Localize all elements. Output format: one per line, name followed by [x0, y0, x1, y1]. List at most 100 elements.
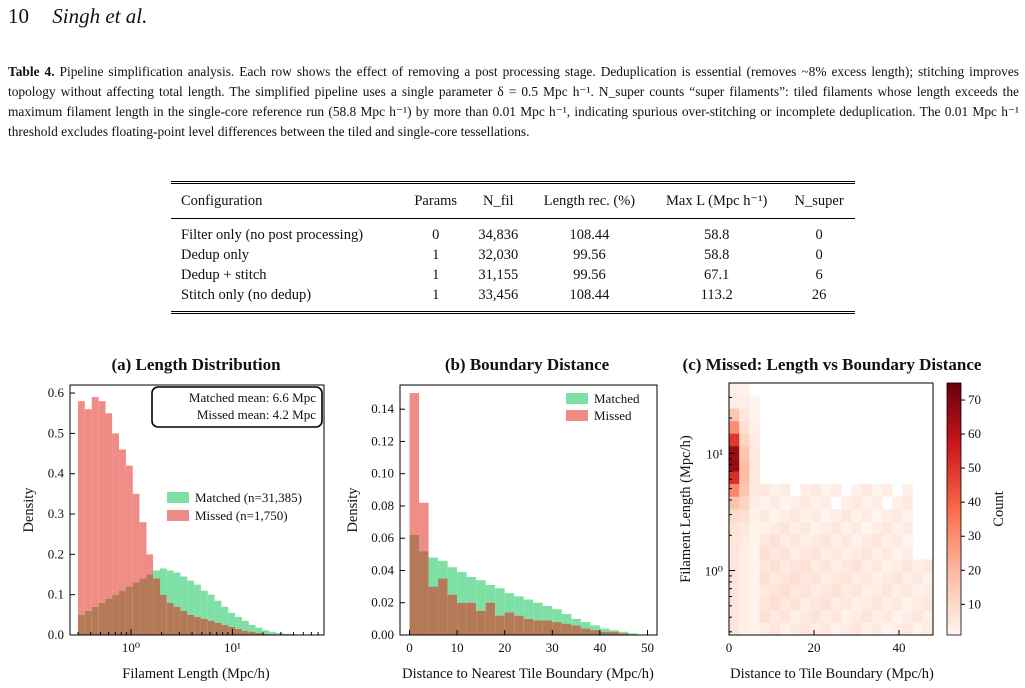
cell: 67.1 [703, 266, 730, 283]
heatmap-cell [810, 559, 822, 573]
heatmap-cell [902, 572, 913, 585]
histogram-bar-overlap [466, 602, 477, 635]
cell: 1 [432, 266, 440, 283]
heatmap-cell [790, 609, 801, 623]
heatmap-cell [780, 509, 791, 522]
heatmap-cell [780, 622, 791, 636]
heatmap-cell [739, 433, 750, 447]
mean-annotation-box [151, 386, 323, 428]
heatmap-cell [769, 483, 781, 497]
heatmap-cell [739, 534, 750, 548]
x-tick-label: 50 [641, 640, 654, 655]
histogram-bar [438, 560, 448, 579]
cell: 108.44 [569, 286, 610, 303]
histogram-bar-overlap [214, 622, 222, 635]
histogram-bar [514, 596, 524, 616]
heatmap-cell [882, 483, 893, 497]
heatmap-cell [912, 584, 924, 598]
histogram-bar [139, 522, 147, 579]
histogram-bar-overlap [409, 535, 420, 635]
heatmap-cell [729, 458, 740, 472]
heatmap-cell [749, 458, 760, 472]
heatmap-cell [800, 584, 811, 598]
y-tick-label: 0.00 [371, 627, 394, 642]
heatmap-cell [841, 609, 852, 623]
heatmap-cell [841, 572, 852, 585]
histogram-bar-overlap [542, 620, 553, 635]
heatmap-cell [871, 496, 883, 510]
heatmap-cell [810, 483, 822, 497]
heatmap-cell [729, 383, 740, 396]
histogram-bar [457, 572, 467, 603]
heatmap-cell [739, 458, 750, 472]
heatmap-cell [831, 509, 842, 522]
heatmap-cell [861, 496, 873, 510]
heatmap-cell [861, 609, 873, 623]
heatmap-cell [922, 559, 934, 573]
heatmap-cell [759, 546, 771, 560]
histogram-bar-overlap [571, 625, 581, 635]
y-tick-label: 0.10 [371, 466, 394, 481]
histogram-bar-overlap [552, 622, 562, 635]
heatmap-cell [902, 483, 913, 497]
col-nfil: N_fil [467, 182, 529, 219]
heatmap-cell [912, 622, 924, 636]
heatmap-cell [841, 509, 852, 522]
heatmap-cell [729, 584, 740, 598]
heatmap-cell [831, 609, 842, 623]
heatmap-cell [810, 534, 822, 548]
heatmap-cell [912, 572, 924, 585]
heatmap-cell [759, 521, 771, 535]
heatmap-cell [831, 534, 842, 548]
histogram-bar [235, 616, 242, 629]
panel-c: (c) Missed: Length vs Boundary Distance … [678, 355, 1007, 682]
panel-a: (a) Length Distribution 0.00.10.20.30.40… [21, 355, 325, 682]
cell: 58.8 [703, 246, 730, 263]
cell: Filter only (no post processing) [181, 226, 364, 243]
legend-swatch-matched-b [566, 393, 588, 404]
heatmap-cell [729, 622, 740, 636]
heatmap-cell [892, 521, 903, 535]
heatmap-cell [739, 521, 750, 535]
heatmap-cell [780, 572, 791, 585]
histogram-bar-overlap [485, 602, 496, 635]
cell: 1 [432, 246, 440, 263]
colorbar [946, 382, 962, 636]
heatmap-cell [729, 521, 740, 535]
heatmap-cell [729, 446, 740, 459]
panel-b-xlabel: Distance to Nearest Tile Boundary (Mpc/h… [402, 666, 654, 682]
heatmap-cell [749, 546, 760, 560]
legend-missed-b: Missed [594, 408, 632, 423]
heatmap-cell [749, 622, 760, 636]
histogram-bar-overlap [173, 606, 181, 635]
heatmap-cell [780, 609, 791, 623]
heatmap-cell [749, 572, 760, 585]
heatmap-cell [841, 496, 852, 510]
heatmap-cell [739, 546, 750, 560]
histogram-bar [447, 567, 458, 595]
histogram-bar [200, 590, 208, 619]
heatmap-cell [882, 609, 893, 623]
histogram-bar [214, 600, 222, 623]
heatmap-cell [861, 521, 873, 535]
panel-b-title: (b) Boundary Distance [445, 355, 610, 374]
heatmap-cell [902, 509, 913, 522]
heatmap-cell [902, 597, 913, 611]
panel-b-ylabel: Density [345, 487, 361, 533]
heatmap-cell [861, 572, 873, 585]
heatmap-cell [749, 509, 760, 522]
heatmap-cell [820, 546, 832, 560]
histogram-bar [221, 606, 229, 625]
histogram-bar-overlap [91, 606, 99, 635]
heatmap-cell [882, 559, 893, 573]
histogram-bar-overlap [495, 615, 505, 635]
heatmap-cell [871, 572, 883, 585]
legend-swatch-missed [167, 510, 189, 521]
heatmap-cell [780, 496, 791, 510]
heatmap-cell [922, 609, 934, 623]
heatmap-cell [749, 395, 760, 409]
x-tick-label: 30 [546, 640, 559, 655]
heatmap-cell [790, 546, 801, 560]
histogram-bar [580, 622, 591, 629]
heatmap-cell [790, 572, 801, 585]
